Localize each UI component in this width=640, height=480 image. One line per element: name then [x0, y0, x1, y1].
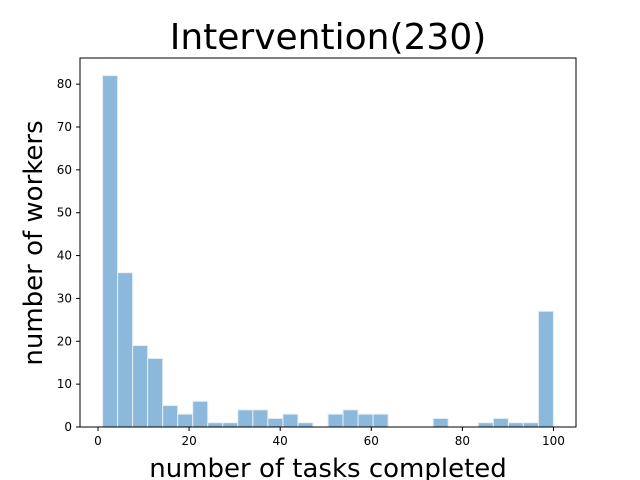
y-tick-label: 40 [57, 249, 72, 263]
histogram-bar [492, 417, 509, 428]
histogram-bar [522, 422, 539, 428]
bars [102, 75, 554, 428]
histogram-bar [342, 409, 359, 428]
y-axis-label: number of workers [19, 120, 49, 365]
histogram-bar [132, 345, 149, 428]
histogram-bar [162, 405, 179, 428]
histogram-bar [297, 422, 314, 428]
histogram-bar [282, 413, 299, 428]
y-tick-label: 0 [64, 420, 72, 434]
y-tick-label: 10 [57, 377, 72, 391]
x-axis-ticks: 0 20 40 60 80 100 [94, 427, 565, 448]
histogram-bar [357, 413, 374, 428]
x-tick-label: 20 [181, 434, 196, 448]
histogram-bar [327, 413, 344, 428]
histogram-bar [192, 400, 209, 428]
y-tick-label: 30 [57, 291, 72, 305]
y-tick-label: 20 [57, 334, 72, 348]
x-tick-label: 100 [542, 434, 565, 448]
y-axis-ticks: 0 10 20 30 40 50 60 70 80 [57, 77, 80, 434]
histogram-bar [177, 413, 194, 428]
histogram-bar [267, 417, 284, 428]
histogram-bar [222, 422, 239, 428]
histogram-bar [372, 413, 389, 428]
histogram-bar [237, 409, 254, 428]
x-tick-label: 60 [364, 434, 379, 448]
histogram-bar [477, 422, 494, 428]
y-tick-label: 50 [57, 206, 72, 220]
histogram-bar [432, 417, 449, 428]
histogram-bar [252, 409, 269, 428]
histogram-bar [537, 310, 554, 428]
chart-title: Intervention(230) [170, 17, 487, 58]
x-tick-label: 80 [455, 434, 470, 448]
x-tick-label: 40 [273, 434, 288, 448]
plot-frame [79, 57, 577, 428]
y-tick-label: 60 [57, 163, 72, 177]
y-tick-label: 70 [57, 120, 72, 134]
histogram-bar [147, 357, 164, 428]
y-tick-label: 80 [57, 77, 72, 91]
x-axis-label: number of tasks completed [149, 454, 507, 480]
histogram-bar [207, 422, 224, 428]
histogram-bar [507, 422, 524, 428]
histogram-bar [102, 75, 119, 428]
x-tick-label: 0 [94, 434, 102, 448]
histogram-bar [117, 272, 134, 428]
